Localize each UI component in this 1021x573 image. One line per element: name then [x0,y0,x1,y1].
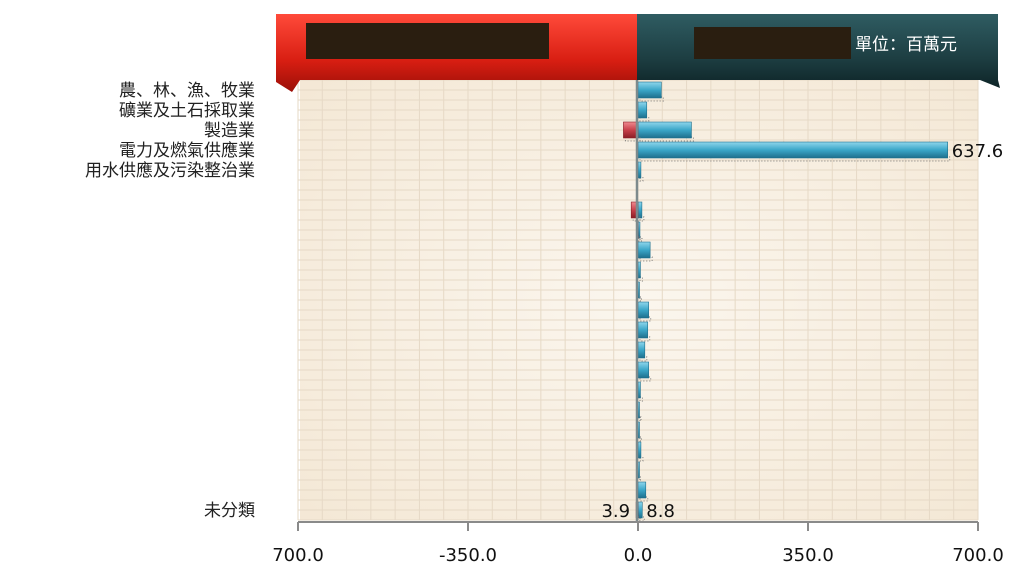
category-label: 製造業 [204,121,255,141]
unit-label: 單位：百萬元 [855,35,957,55]
x-axis: 700.0 -350.0 0.0 350.0 700.0 [272,521,1004,566]
header-ribbon: 單位：百萬元 [276,14,1000,92]
bar-shadow [639,416,642,422]
bar-shadow [639,336,651,342]
bar-shadow [639,296,642,302]
data-label: 637.6 [952,141,1004,162]
category-label: 電力及燃氣供應業 [119,140,255,161]
bar-shadow [639,156,951,162]
data-label: 8.8 [646,501,675,522]
bar-positive [637,321,649,339]
data-label: 3.9 [601,501,630,522]
x-tick-label: 700.0 [272,545,324,566]
bar-shadow [639,376,652,382]
bar-positive [637,261,641,279]
bar-positive [637,481,647,499]
bar-positive [637,301,649,319]
x-tick-label: 350.0 [782,545,834,566]
bar-positive [637,381,641,399]
bar-positive [637,441,642,459]
x-tick-label: -350.0 [439,545,497,566]
bar-positive [637,141,948,159]
bar-shadow [639,516,645,522]
ribbon-left-title-box [306,23,549,59]
bar-positive [637,201,643,219]
bar-positive [637,161,642,179]
category-label: 礦業及土石採取業 [119,101,255,121]
bar-positive [637,241,651,259]
bar-shadow [639,216,645,222]
bar-positive [637,501,643,519]
bar-positive [637,121,692,139]
x-tick-label: 700.0 [952,545,1004,566]
x-tick-label: 0.0 [624,545,653,566]
ribbon-right-title-box [694,27,851,59]
category-label: 農、林、漁、牧業 [119,81,255,101]
bar-shadow [639,136,694,142]
bar-shadow [638,236,641,242]
bar-positive [637,361,649,379]
bar-shadow [639,316,652,322]
bar-positive [637,81,662,99]
data-labels: 637.6 3.9 8.8 [601,141,1003,522]
bar-positive [637,101,648,119]
category-label: 用水供應及污染整治業 [85,160,255,181]
category-label: 未分類 [204,501,255,521]
bar-positive [637,341,646,359]
bar-shadow [639,436,642,442]
